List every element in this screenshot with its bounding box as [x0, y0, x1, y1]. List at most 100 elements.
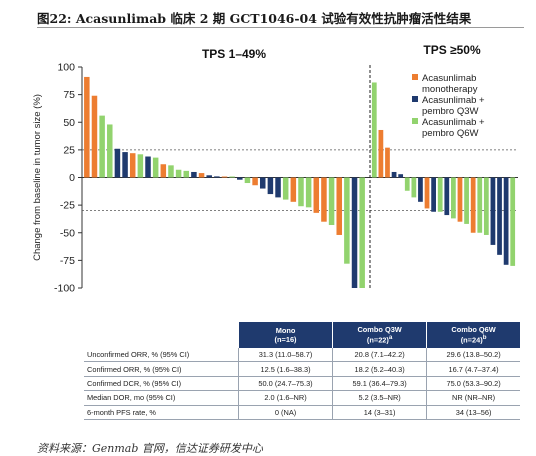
chart-bar: [152, 157, 159, 178]
title-divider: [37, 27, 524, 28]
chart-bar: [129, 153, 136, 178]
chart-bar: [344, 177, 350, 264]
table-row: Median DOR, mo (95% CI) 2.0 (1.6–NR) 5.2…: [84, 390, 520, 406]
chart-bar: [244, 177, 251, 184]
row-label: Unconfirmed ORR, % (95% CI): [84, 348, 239, 363]
table-cell: 16.7 (4.7–37.4): [426, 361, 520, 377]
chart-bar: [229, 176, 235, 178]
chart-bar: [137, 154, 144, 178]
chart-bar: [483, 177, 489, 235]
legend-label: Acasunlimab: [422, 73, 476, 84]
legend-label: Acasunlimab +: [422, 95, 485, 106]
table-corner: [84, 322, 239, 348]
table-cell: NR (NR–NR): [426, 390, 520, 406]
chart-bar: [122, 152, 128, 178]
col-header-title: Mono: [275, 325, 296, 335]
chart-bar: [457, 177, 463, 222]
y-tick-label: -100: [54, 283, 75, 295]
chart-bar: [510, 177, 516, 266]
chart-bar: [328, 177, 335, 226]
col-header-combo-q6w: Combo Q6W (n=24)b: [426, 322, 520, 348]
y-tick-label: 100: [57, 62, 75, 74]
col-header-n: (n=16): [241, 335, 330, 344]
waterfall-chart: 100 75 50 25 0 -25 -50 -75 -100 Change from basel…: [32, 43, 518, 295]
table-row: Unconfirmed ORR, % (95% CI) 31.3 (11.0–5…: [84, 348, 520, 363]
chart-bar: [221, 176, 228, 178]
y-tick-label: -25: [60, 200, 75, 212]
chart-bar: [175, 169, 182, 178]
table-cell: 20.8 (7.1–42.2): [332, 348, 427, 363]
table-row: Confirmed DCR, % (95% CI) 50.0 (24.7–75.…: [84, 376, 520, 392]
row-label: Median DOR, mo (95% CI): [84, 390, 239, 406]
table-cell: 2.0 (1.6–NR): [237, 390, 333, 406]
col-header-n-text: (n=24): [460, 335, 483, 345]
chart-bar: [237, 177, 243, 180]
legend-label: Acasunlimab +: [422, 117, 485, 128]
chart-bar: [107, 124, 113, 178]
chart-bar: [313, 177, 320, 213]
chart-labels: 100 75 50 25 0 -25 -50 -75 -100 Change from basel…: [32, 43, 485, 295]
chart-bar: [206, 175, 212, 178]
chart-bar: [114, 148, 121, 178]
legend-swatch: [412, 118, 418, 124]
chart-bar: [99, 115, 105, 178]
chart-bar: [290, 177, 297, 202]
chart-bar: [267, 177, 274, 195]
chart-bar: [378, 129, 384, 178]
group-label: TPS ≥50%: [423, 43, 481, 57]
chart-bar: [424, 177, 430, 209]
chart-bar: [371, 82, 377, 178]
table-row: 6-month PFS rate, % 0 (NA) 14 (3–31) 34 …: [84, 405, 520, 420]
col-header-n: (n=24)b: [429, 334, 518, 345]
chart-bar: [444, 177, 450, 216]
row-label: Confirmed DCR, % (95% CI): [84, 376, 239, 392]
legend-swatch: [412, 74, 418, 80]
table-cell: 14 (3–31): [332, 405, 427, 420]
table-cell: 59.1 (36.4–79.3): [332, 376, 427, 392]
row-label: Confirmed ORR, % (95% CI): [84, 361, 239, 377]
chart-bar: [275, 177, 281, 198]
chart-bar: [91, 95, 98, 178]
chart-bar: [418, 177, 423, 202]
col-header-n: (n=22)a: [335, 334, 424, 345]
y-tick-label: 75: [63, 89, 75, 101]
chart-bar: [298, 177, 304, 207]
chart-bar: [398, 174, 404, 178]
y-tick-label: 50: [63, 117, 75, 129]
col-header-n-text: (n=22): [366, 335, 389, 345]
chart-bar: [145, 156, 151, 178]
chart-bar: [168, 165, 174, 178]
figure-title: 图22: Acasunlimab 临床 2 期 GCT1046-04 试验有效性…: [37, 11, 472, 26]
chart-bar: [321, 177, 327, 222]
y-tick-label: -75: [60, 255, 75, 267]
chart-bar: [451, 177, 456, 219]
legend-label: pembro Q6W: [422, 128, 479, 139]
y-tick-label: -50: [60, 227, 75, 239]
col-header-mono: Mono (n=16): [237, 322, 333, 348]
chart-bar: [191, 171, 197, 178]
legend-swatch: [412, 96, 418, 102]
chart-bar: [437, 177, 443, 212]
table-cell: 29.6 (13.8–50.2): [426, 348, 520, 363]
table-cell: 12.5 (1.6–38.3): [237, 361, 333, 377]
chart-bar: [411, 177, 417, 198]
chart-bar: [336, 177, 342, 235]
chart-bar: [282, 177, 289, 200]
chart-bar: [431, 177, 436, 212]
chart-bar: [404, 177, 410, 191]
table-cell: 34 (13–56): [426, 405, 520, 420]
efficacy-table-container: Mono (n=16) Combo Q3W (n=22)a Combo Q6W …: [84, 322, 520, 420]
table-row: Confirmed ORR, % (95% CI) 12.5 (1.6–38.3…: [84, 361, 520, 377]
table-cell: 31.3 (11.0–58.7): [237, 348, 333, 363]
col-header-title: Combo Q6W: [451, 325, 496, 335]
source-note: 资料来源：Genmab 官网，信达证券研发中心: [37, 442, 263, 455]
table-cell: 18.2 (5.2–40.3): [332, 361, 427, 377]
y-tick-label: 25: [63, 144, 75, 156]
chart-bar: [214, 176, 220, 178]
chart-bar: [259, 177, 266, 189]
chart-bar: [490, 177, 496, 245]
efficacy-table: Mono (n=16) Combo Q3W (n=22)a Combo Q6W …: [84, 322, 520, 420]
table-cell: 5.2 (3.5–NR): [332, 390, 427, 406]
chart-bar: [183, 170, 190, 178]
chart-bar: [160, 164, 167, 178]
